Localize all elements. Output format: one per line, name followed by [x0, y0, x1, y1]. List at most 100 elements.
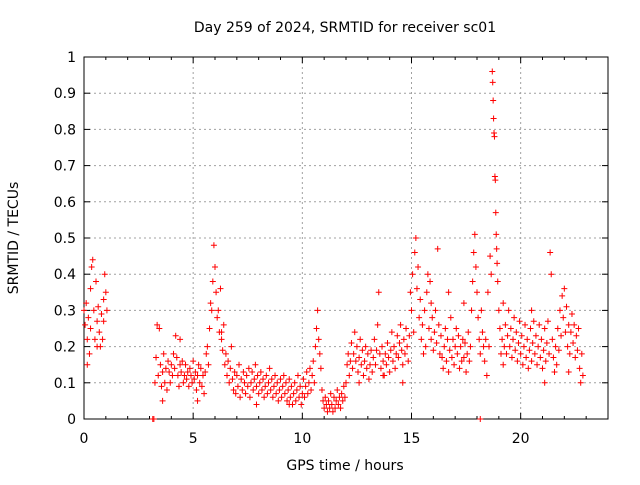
y-tick-label: 0.6	[54, 195, 76, 211]
x-tick-label: 20	[512, 431, 530, 447]
data-point	[389, 358, 396, 365]
data-point	[519, 361, 526, 368]
data-point	[100, 296, 107, 303]
data-point	[349, 365, 356, 372]
data-point	[268, 376, 275, 383]
data-point	[388, 329, 395, 336]
data-point	[454, 350, 461, 357]
data-point	[311, 379, 318, 386]
data-point	[410, 329, 417, 336]
data-point	[460, 354, 467, 361]
data-point	[228, 343, 235, 350]
data-point	[313, 325, 320, 332]
data-point	[87, 285, 94, 292]
data-point	[89, 256, 96, 263]
data-point	[347, 358, 354, 365]
data-point	[576, 365, 583, 372]
data-point	[422, 343, 429, 350]
data-point	[261, 394, 268, 401]
data-point	[424, 271, 431, 278]
data-point	[568, 311, 575, 318]
data-point	[384, 339, 391, 346]
data-point	[279, 383, 286, 390]
data-point	[340, 383, 347, 390]
data-point	[196, 379, 203, 386]
data-point	[512, 347, 519, 354]
x-tick-label: 15	[403, 431, 421, 447]
data-point	[371, 336, 378, 343]
data-point	[423, 289, 430, 296]
data-point	[365, 376, 372, 383]
data-point	[177, 336, 184, 343]
data-point	[166, 368, 173, 375]
data-point	[84, 336, 91, 343]
data-point	[161, 379, 168, 386]
data-point	[472, 263, 479, 270]
data-point	[558, 332, 565, 339]
data-point	[312, 343, 319, 350]
data-point	[537, 354, 544, 361]
data-point	[287, 394, 294, 401]
data-point	[531, 350, 538, 357]
data-point	[374, 321, 381, 328]
data-point	[339, 397, 346, 404]
data-point	[348, 339, 355, 346]
data-point	[199, 372, 206, 379]
data-point	[477, 416, 484, 422]
data-point	[332, 405, 339, 412]
data-point	[540, 347, 547, 354]
data-point	[555, 347, 562, 354]
data-point	[242, 390, 249, 397]
data-point	[84, 361, 91, 368]
data-point	[470, 249, 477, 256]
data-point	[264, 390, 271, 397]
data-point	[198, 383, 205, 390]
data-point	[562, 329, 569, 336]
data-point	[505, 307, 512, 314]
data-point	[541, 379, 548, 386]
data-point	[236, 361, 243, 368]
data-point	[409, 271, 416, 278]
data-point	[205, 361, 212, 368]
data-point	[490, 115, 497, 122]
y-tick-label: 0.5	[54, 231, 76, 247]
data-point	[219, 347, 226, 354]
data-point	[396, 339, 403, 346]
data-point	[239, 387, 246, 394]
data-point	[180, 379, 187, 386]
data-point	[469, 278, 476, 285]
data-point	[253, 401, 260, 408]
data-point	[461, 339, 468, 346]
data-point	[380, 372, 387, 379]
data-point	[183, 376, 190, 383]
data-point	[546, 350, 553, 357]
data-point	[507, 325, 514, 332]
data-point	[535, 343, 542, 350]
data-point	[516, 318, 523, 325]
data-point	[379, 343, 386, 350]
data-point	[559, 292, 566, 299]
data-point	[579, 372, 586, 379]
data-point	[542, 358, 549, 365]
data-point	[520, 343, 527, 350]
data-point	[246, 394, 253, 401]
y-axis-label: SRMTID / TECUs	[6, 182, 22, 295]
data-point	[465, 329, 472, 336]
data-point	[437, 332, 444, 339]
data-point	[571, 321, 578, 328]
data-point	[316, 350, 323, 357]
data-point	[343, 379, 349, 386]
data-point	[488, 271, 495, 278]
data-point	[575, 325, 582, 332]
data-point	[428, 336, 435, 343]
data-point	[160, 350, 167, 357]
data-point	[310, 358, 317, 365]
data-point	[275, 397, 282, 404]
data-point	[103, 307, 110, 314]
data-point	[225, 358, 232, 365]
data-point	[453, 325, 460, 332]
data-point	[415, 263, 422, 270]
data-point	[372, 361, 379, 368]
data-point	[524, 336, 531, 343]
